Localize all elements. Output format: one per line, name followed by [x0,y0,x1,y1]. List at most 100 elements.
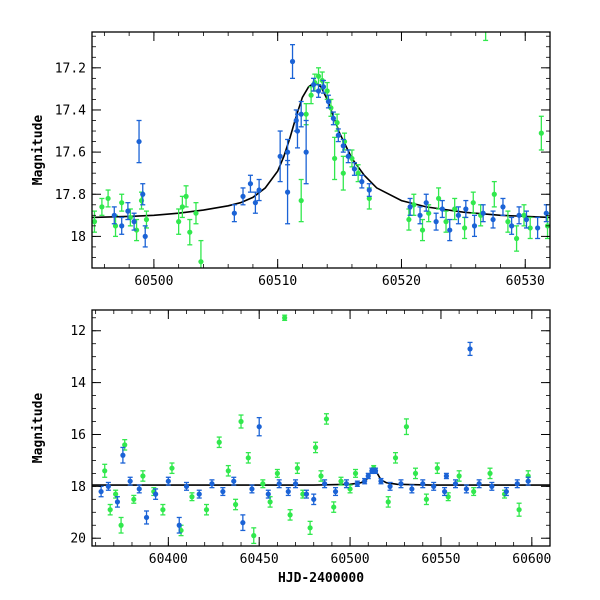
data-marker [471,223,478,229]
data-point [398,479,404,489]
data-marker [187,229,193,235]
data-point [136,119,142,164]
data-marker [366,195,372,202]
data-marker [538,130,544,136]
data-marker [523,216,530,223]
data-point [252,191,258,214]
data-marker [521,212,527,218]
data-marker [274,470,280,476]
data-marker [315,88,322,94]
data-point [470,191,476,214]
data-marker [165,478,171,484]
data-point [345,149,351,164]
data-marker [160,507,166,513]
data-marker [142,233,148,239]
data-marker [98,488,104,495]
data-point [325,94,332,109]
data-marker [311,496,317,502]
data-marker [398,481,404,487]
data-marker [407,204,413,210]
data-marker [447,227,453,233]
data-marker [294,465,300,471]
data-marker [406,216,412,223]
data-marker [452,481,459,487]
data-marker [543,210,549,216]
data-point [240,187,246,206]
data-marker [332,155,338,162]
data-marker [516,507,522,513]
data-marker [500,204,506,210]
data-marker [452,206,458,212]
data-marker [287,512,293,518]
data-marker [312,444,319,451]
data-marker [113,491,119,497]
data-marker [292,481,299,487]
data-marker [231,478,237,484]
data-point [220,486,226,497]
data-point [434,462,440,475]
data-marker [310,82,317,88]
data-point [347,484,353,494]
plot-frame [91,309,551,547]
data-point [293,109,299,132]
data-point [349,149,355,168]
data-marker [434,465,440,471]
data-marker [284,189,291,195]
data-point [452,197,458,221]
data-point [443,472,450,480]
data-marker [247,181,254,187]
data-marker [265,491,271,497]
data-point [216,436,222,449]
data-point [284,159,291,225]
data-point [419,218,426,242]
data-marker [303,491,310,497]
data-marker [426,210,432,216]
data-point [125,202,131,221]
data-marker [140,473,146,479]
data-point [176,516,182,534]
data-marker [120,452,126,458]
data-point [525,476,531,486]
data-point [189,492,195,502]
data-point [267,496,273,508]
data-point [523,210,530,229]
data-marker [114,499,121,505]
data-point [338,476,344,486]
data-marker [480,210,486,216]
data-marker [307,525,313,531]
data-point [513,225,520,252]
data-marker [119,200,125,206]
data-point [490,210,496,229]
data-marker [435,195,442,202]
data-point [176,208,182,235]
data-marker [153,491,159,497]
data-marker [461,225,468,231]
data-marker [525,478,531,484]
data-marker [102,468,108,474]
data-point [140,470,146,482]
data-point [318,470,324,482]
data-point [310,77,317,92]
data-point [282,314,288,322]
data-point [287,509,293,521]
data-series-0 [92,32,550,268]
data-point [463,199,469,219]
data-marker [509,223,515,229]
data-point [249,484,255,494]
data-marker [125,208,131,214]
data-marker [322,481,328,487]
data-marker [419,227,426,233]
data-marker [238,418,244,425]
data-point [289,43,296,80]
data-point [209,479,215,489]
data-point [238,414,244,429]
data-marker [354,481,360,487]
data-marker [490,216,496,223]
data-marker [179,204,185,210]
data-marker [298,197,304,204]
data-point [332,486,339,497]
data-marker [362,478,368,484]
data-marker [169,465,175,471]
data-marker [420,481,426,487]
y-tick-label: 17.2 [55,61,86,76]
